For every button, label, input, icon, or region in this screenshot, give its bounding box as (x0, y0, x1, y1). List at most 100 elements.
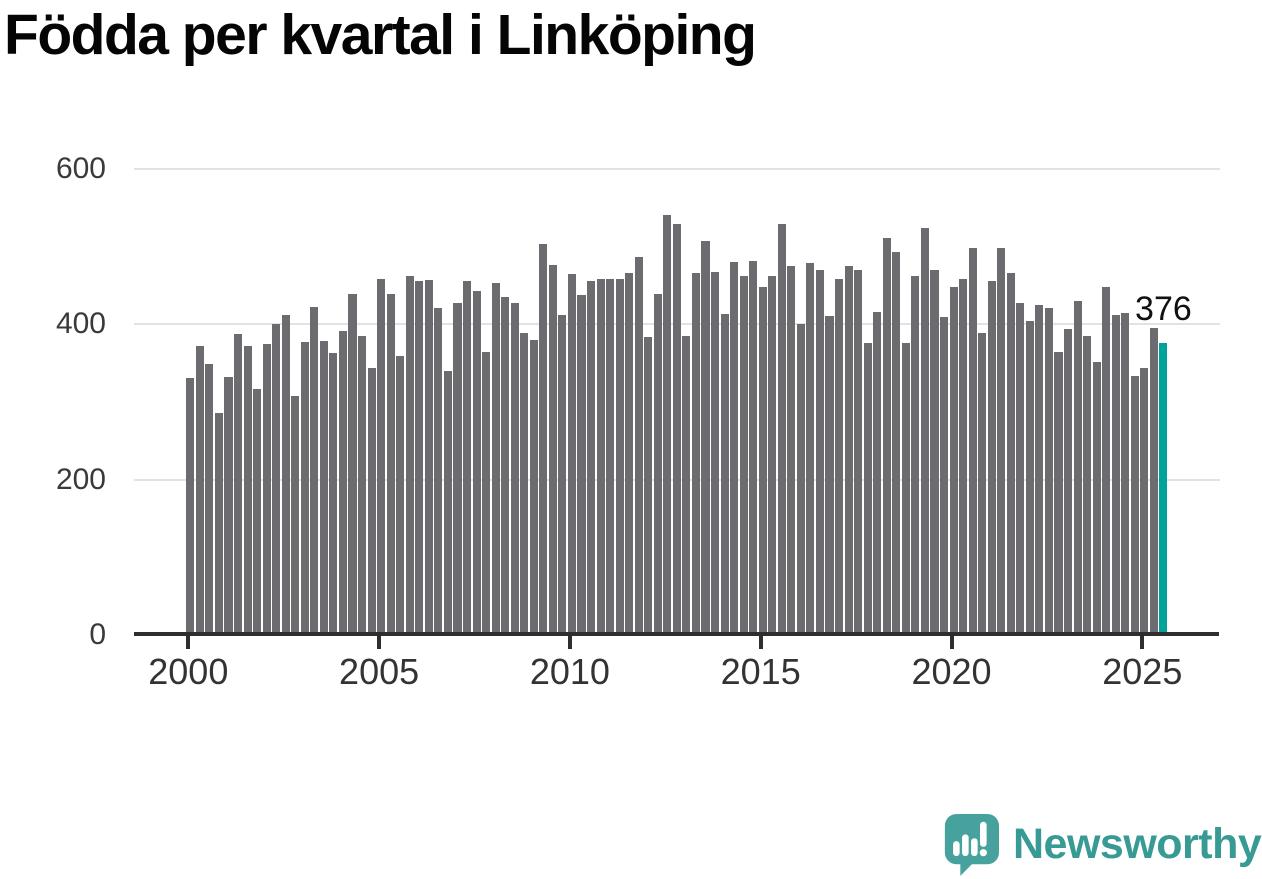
bar-2020-Q2 (959, 278, 968, 635)
bar-2024-Q3 (1121, 313, 1130, 635)
newsworthy-bubble-chart-icon (944, 814, 999, 876)
bar-2007-Q2 (462, 281, 472, 635)
y-tick-label-600: 600 (55, 151, 106, 185)
bar-2012-Q1 (644, 337, 653, 635)
bar-2001-Q1 (224, 376, 233, 635)
bar-2015-Q2 (768, 275, 777, 635)
bar-2004-Q4 (367, 367, 376, 635)
bar-2014-Q2 (730, 261, 739, 635)
bar-2016-Q1 (796, 324, 805, 635)
bar-2012-Q2 (653, 294, 662, 635)
bar-2015-Q1 (758, 287, 767, 635)
bar-2018-Q2 (882, 237, 891, 635)
bar-2023-Q2 (1073, 301, 1082, 635)
bar-2010-Q3 (586, 281, 596, 635)
bar-2025-Q3 (1159, 342, 1168, 635)
bar-2024-Q2 (1111, 314, 1120, 635)
bar-2020-Q1 (949, 287, 958, 635)
x-tick-label-2015: 2015 (720, 651, 801, 692)
bar-2025-Q2 (1149, 327, 1158, 635)
x-tick-label-2005: 2005 (339, 651, 420, 692)
bar-2007-Q3 (472, 290, 481, 635)
y-tick-label-0: 0 (89, 618, 106, 651)
x-tick-2000 (186, 636, 191, 649)
bar-2022-Q3 (1044, 308, 1053, 635)
bar-2006-Q4 (443, 371, 452, 635)
bar-2002-Q4 (291, 395, 300, 635)
bar-2004-Q2 (348, 293, 357, 635)
bar-2005-Q3 (396, 355, 405, 635)
bar-2023-Q4 (1092, 362, 1101, 635)
bar-2022-Q4 (1054, 351, 1063, 635)
bar-2023-Q1 (1063, 329, 1073, 635)
bar-2008-Q4 (520, 333, 529, 635)
bar-2000-Q1 (186, 377, 195, 635)
newsworthy-logo: Newsworthy (941, 811, 1262, 877)
bar-2020-Q3 (968, 247, 977, 635)
x-tick-label-2000: 2000 (148, 651, 229, 692)
bar-2024-Q1 (1102, 287, 1111, 635)
x-tick-label-2020: 2020 (911, 651, 992, 692)
bar-2003-Q3 (319, 341, 328, 635)
bar-2017-Q1 (835, 278, 844, 635)
bar-2019-Q4 (939, 317, 949, 635)
bar-2013-Q2 (691, 272, 700, 635)
bar-2002-Q3 (281, 314, 290, 635)
bar-2006-Q1 (415, 281, 424, 635)
bar-2005-Q1 (377, 278, 386, 635)
bar-2012-Q4 (672, 223, 681, 635)
bar-2012-Q3 (663, 215, 672, 635)
bar-2001-Q4 (253, 389, 262, 635)
bar-2016-Q4 (825, 316, 834, 635)
bar-2023-Q3 (1083, 336, 1092, 635)
bar-2017-Q4 (863, 343, 872, 635)
bar-2002-Q2 (272, 324, 281, 635)
bar-2014-Q1 (720, 313, 729, 635)
bar-2010-Q1 (567, 274, 576, 635)
bar-2008-Q3 (510, 303, 519, 635)
bar-2006-Q2 (424, 279, 433, 635)
newsworthy-wordmark: Newsworthy (1013, 820, 1262, 868)
bar-2007-Q4 (482, 351, 491, 635)
bar-2005-Q4 (405, 275, 414, 635)
x-tick-label-2010: 2010 (529, 651, 610, 692)
bar-2001-Q2 (234, 334, 243, 635)
bar-2022-Q1 (1025, 320, 1034, 635)
y-tick-label-200: 200 (55, 462, 106, 496)
x-axis-line (134, 632, 1219, 636)
bar-2016-Q3 (815, 269, 825, 635)
bar-2016-Q2 (806, 263, 815, 635)
bar-2009-Q1 (529, 339, 538, 635)
bar-2021-Q3 (1006, 272, 1015, 635)
bar-2015-Q4 (787, 265, 796, 635)
bar-2025-Q1 (1140, 367, 1149, 635)
bar-2019-Q1 (911, 275, 920, 635)
x-tick-label-2025: 2025 (1102, 651, 1183, 692)
bar-2002-Q1 (262, 344, 271, 635)
bar-2007-Q1 (453, 303, 462, 635)
bar-2008-Q1 (491, 282, 500, 635)
bar-2021-Q2 (997, 247, 1006, 635)
bar-2024-Q4 (1130, 376, 1139, 635)
bar-2017-Q2 (844, 265, 853, 635)
bar-2010-Q4 (596, 278, 605, 635)
x-tick-2005 (377, 636, 382, 649)
x-tick-2015 (758, 636, 763, 649)
bar-2011-Q3 (625, 272, 634, 635)
gridline-600 (134, 167, 1220, 170)
bar-2018-Q3 (892, 251, 901, 635)
bar-2014-Q4 (749, 261, 758, 635)
bar-2017-Q3 (854, 270, 863, 635)
bar-2013-Q3 (701, 240, 710, 635)
bar-2014-Q3 (739, 275, 748, 635)
bar-2000-Q4 (214, 412, 223, 635)
bar-2003-Q4 (329, 352, 338, 635)
bar-2011-Q2 (615, 278, 624, 635)
chart-title: Födda per kvartal i Linköping (4, 3, 757, 67)
bar-2003-Q1 (300, 341, 309, 635)
bar-2003-Q2 (310, 306, 319, 635)
bar-2013-Q4 (711, 271, 720, 635)
bar-2000-Q2 (195, 345, 204, 635)
bar-2001-Q3 (243, 345, 252, 635)
